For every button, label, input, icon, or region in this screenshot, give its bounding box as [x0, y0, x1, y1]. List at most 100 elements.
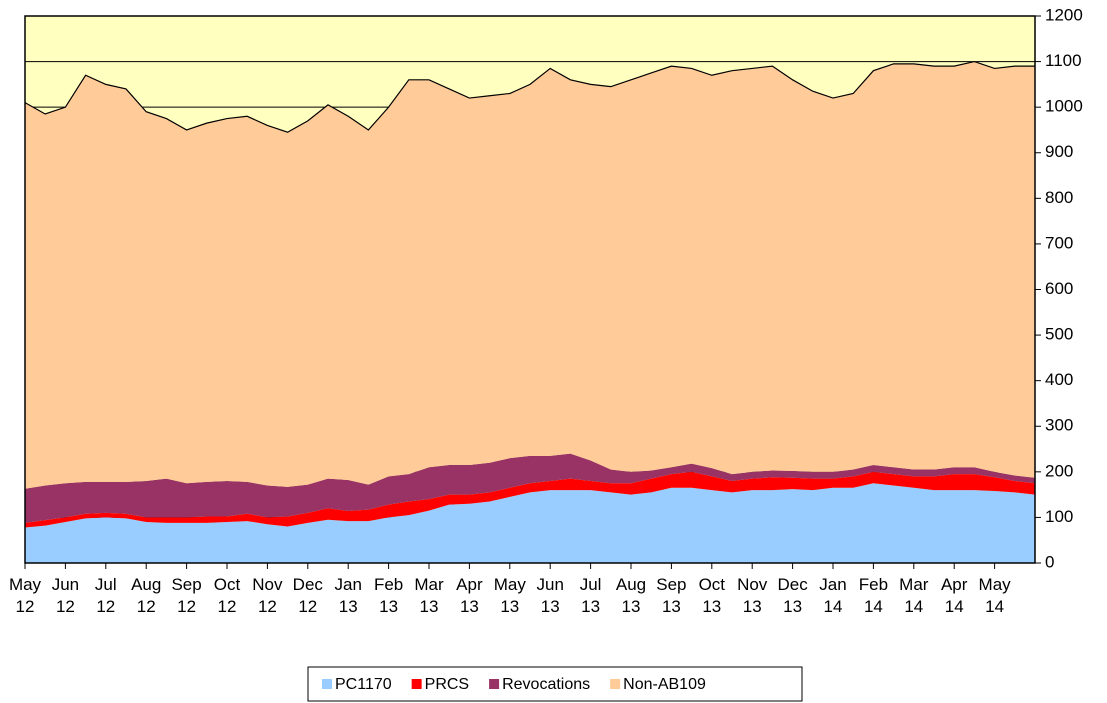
x-tick-label: Sep 12 — [171, 575, 201, 616]
x-tick-label: Jul 12 — [95, 575, 117, 616]
x-tick-label: Aug 12 — [131, 575, 161, 616]
x-tick-year: 13 — [420, 597, 439, 616]
x-tick-label: Mar 14 — [899, 575, 929, 616]
x-tick-month: Apr — [456, 575, 483, 594]
x-tick-label: Jun 12 — [52, 575, 79, 616]
y-tick-label: 900 — [1045, 142, 1073, 161]
x-tick-label: Aug 13 — [616, 575, 646, 616]
x-tick-year: 13 — [743, 597, 762, 616]
x-tick-month: Jan — [819, 575, 846, 594]
x-tick-label: Dec 12 — [293, 575, 324, 616]
x-tick-year: 14 — [945, 597, 964, 616]
x-tick-label: May 14 — [979, 575, 1012, 616]
x-tick-month: Sep — [171, 575, 201, 594]
legend-label: PC1170 — [335, 676, 392, 693]
legend-swatch — [411, 679, 422, 689]
x-tick-month: Nov — [252, 575, 283, 594]
x-tick-year: 12 — [177, 597, 196, 616]
x-tick-month: Aug — [131, 575, 161, 594]
x-tick-year: 13 — [783, 597, 802, 616]
x-tick-year: 13 — [500, 597, 519, 616]
y-tick-label: 100 — [1045, 507, 1073, 526]
y-tick-label: 1100 — [1045, 51, 1082, 70]
x-tick-year: 13 — [622, 597, 641, 616]
x-tick-label: Jun 13 — [536, 575, 563, 616]
legend: PC1170 PRCS Revocations Non-AB109 — [307, 666, 803, 702]
x-tick-month: Dec — [293, 575, 324, 594]
x-tick-month: Feb — [859, 575, 888, 594]
y-tick-label: 1000 — [1045, 97, 1083, 116]
x-tick-month: Sep — [656, 575, 686, 594]
legend-swatch — [610, 679, 621, 689]
x-tick-year: 12 — [258, 597, 277, 616]
area — [25, 61, 1035, 489]
x-tick-label: May 12 — [9, 575, 42, 616]
x-tick-year: 12 — [137, 597, 156, 616]
legend-label: PRCS — [425, 676, 469, 693]
x-tick-month: Jun — [536, 575, 563, 594]
x-tick-month: Jun — [52, 575, 79, 594]
y-tick-label: 500 — [1045, 325, 1073, 344]
x-tick-year: 12 — [96, 597, 115, 616]
x-tick-month: Mar — [899, 575, 929, 594]
x-tick-year: 13 — [581, 597, 600, 616]
x-tick-year: 12 — [16, 597, 35, 616]
legend-label: Non-AB109 — [623, 676, 706, 693]
x-tick-year: 13 — [460, 597, 479, 616]
y-tick-label: 600 — [1045, 279, 1073, 298]
y-tick-label: 1200 — [1045, 5, 1083, 24]
y-tick-label: 300 — [1045, 416, 1073, 435]
x-tick-year: 14 — [904, 597, 923, 616]
total-outline — [24, 60, 1035, 133]
y-tick-label: 0 — [1045, 552, 1054, 571]
x-tick-label: May 13 — [494, 575, 527, 616]
area — [25, 453, 1035, 523]
x-tick-year: 13 — [339, 597, 358, 616]
x-tick-year: 12 — [298, 597, 317, 616]
x-tick-month: Oct — [214, 575, 241, 594]
x-tick-year: 14 — [864, 597, 883, 616]
y-tick-label: 200 — [1045, 461, 1073, 480]
y-tick-label: 700 — [1045, 233, 1073, 252]
x-tick-month: Feb — [374, 575, 403, 594]
x-tick-label: Jan 13 — [334, 575, 361, 616]
x-tick-month: Jan — [334, 575, 361, 594]
legend-swatch — [489, 679, 500, 689]
x-tick-label: Apr 14 — [941, 575, 968, 616]
x-tick-year: 14 — [824, 597, 843, 616]
x-tick-label: Feb 14 — [859, 575, 888, 616]
x-tick-year: 12 — [56, 597, 75, 616]
x-tick-month: Mar — [414, 575, 444, 594]
x-tick-year: 12 — [218, 597, 237, 616]
x-tick-label: Apr 13 — [456, 575, 483, 616]
legend-box — [307, 666, 803, 702]
legend-label: Revocations — [502, 676, 590, 693]
x-tick-month: Dec — [777, 575, 808, 594]
area — [25, 471, 1035, 528]
x-tick-year: 13 — [702, 597, 721, 616]
x-tick-month: Aug — [616, 575, 646, 594]
legend-swatch — [322, 679, 332, 689]
x-tick-label: Oct 12 — [214, 575, 241, 616]
x-tick-label: Oct 13 — [699, 575, 726, 616]
x-tick-month: May — [494, 575, 527, 594]
x-tick-label: Sep 13 — [656, 575, 686, 616]
x-tick-year: 14 — [985, 597, 1004, 616]
x-tick-month: Jul — [580, 575, 602, 594]
x-tick-label: Dec 13 — [777, 575, 808, 616]
x-tick-month: Oct — [699, 575, 726, 594]
x-tick-month: Nov — [737, 575, 768, 594]
x-tick-year: 13 — [662, 597, 681, 616]
x-tick-label: Nov 13 — [737, 575, 768, 616]
x-tick-label: Jul 13 — [580, 575, 602, 616]
x-tick-year: 13 — [541, 597, 560, 616]
y-tick-label: 400 — [1045, 370, 1073, 389]
x-tick-label: Nov 12 — [252, 575, 283, 616]
x-tick-month: May — [9, 575, 42, 594]
x-tick-month: Apr — [941, 575, 968, 594]
x-tick-year: 13 — [379, 597, 398, 616]
x-tick-month: May — [979, 575, 1012, 594]
x-tick-label: Feb 13 — [374, 575, 403, 616]
x-tick-label: Jan 14 — [819, 575, 846, 616]
